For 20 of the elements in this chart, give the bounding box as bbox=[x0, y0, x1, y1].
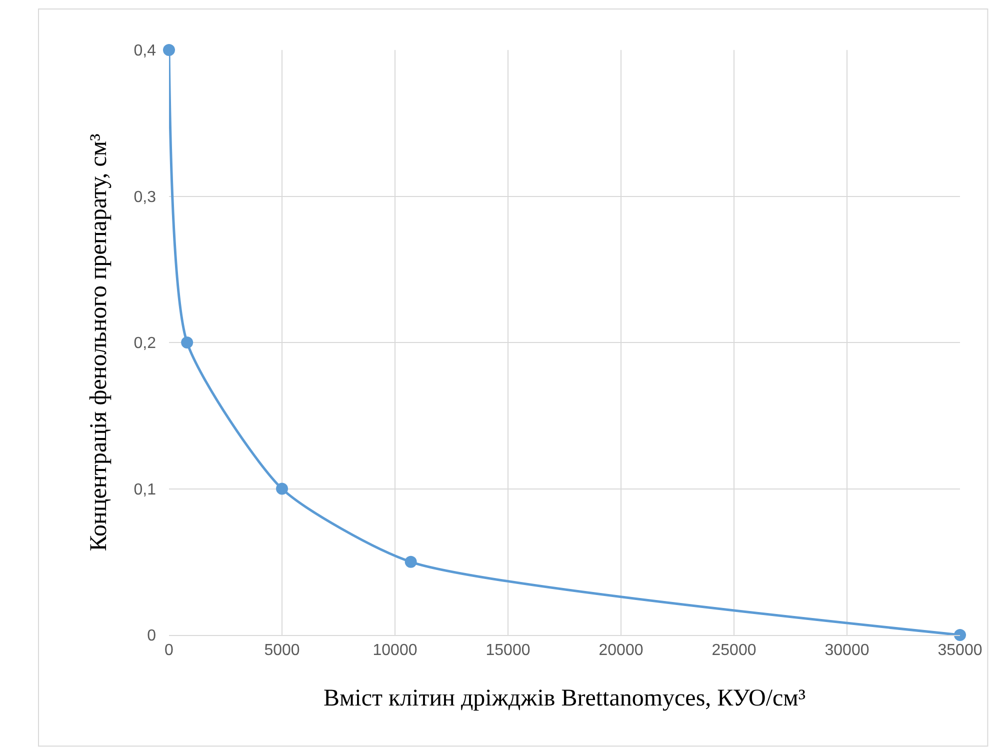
x-tick-label: 20000 bbox=[598, 642, 644, 660]
point bbox=[954, 629, 966, 641]
y-axis-title: Концентрація фенольного препарату, см³ bbox=[86, 134, 112, 552]
x-tick-label: 0 bbox=[164, 642, 174, 660]
x-tick-label: 30000 bbox=[824, 642, 870, 660]
point bbox=[181, 336, 194, 348]
point bbox=[276, 482, 288, 495]
y-tick-label: 0,4 bbox=[134, 42, 156, 60]
y-tick-label: 0,2 bbox=[134, 335, 156, 352]
x-tick-label: 10000 bbox=[372, 642, 418, 660]
point bbox=[163, 44, 175, 56]
point bbox=[404, 556, 417, 568]
x-axis-title: Вміст клітин дріжджів Brettanomyces, КУО/см³ bbox=[323, 686, 806, 712]
y-tick-label: 0 bbox=[147, 628, 156, 645]
x-tick-label: 25000 bbox=[712, 642, 756, 660]
x-tick-label: 35000 bbox=[938, 642, 982, 660]
x-tick-label: 5000 bbox=[264, 642, 300, 660]
x-tick-label: 15000 bbox=[486, 642, 530, 660]
y-tick-label: 0,3 bbox=[134, 188, 156, 206]
y-tick-label: 0,1 bbox=[134, 481, 156, 498]
